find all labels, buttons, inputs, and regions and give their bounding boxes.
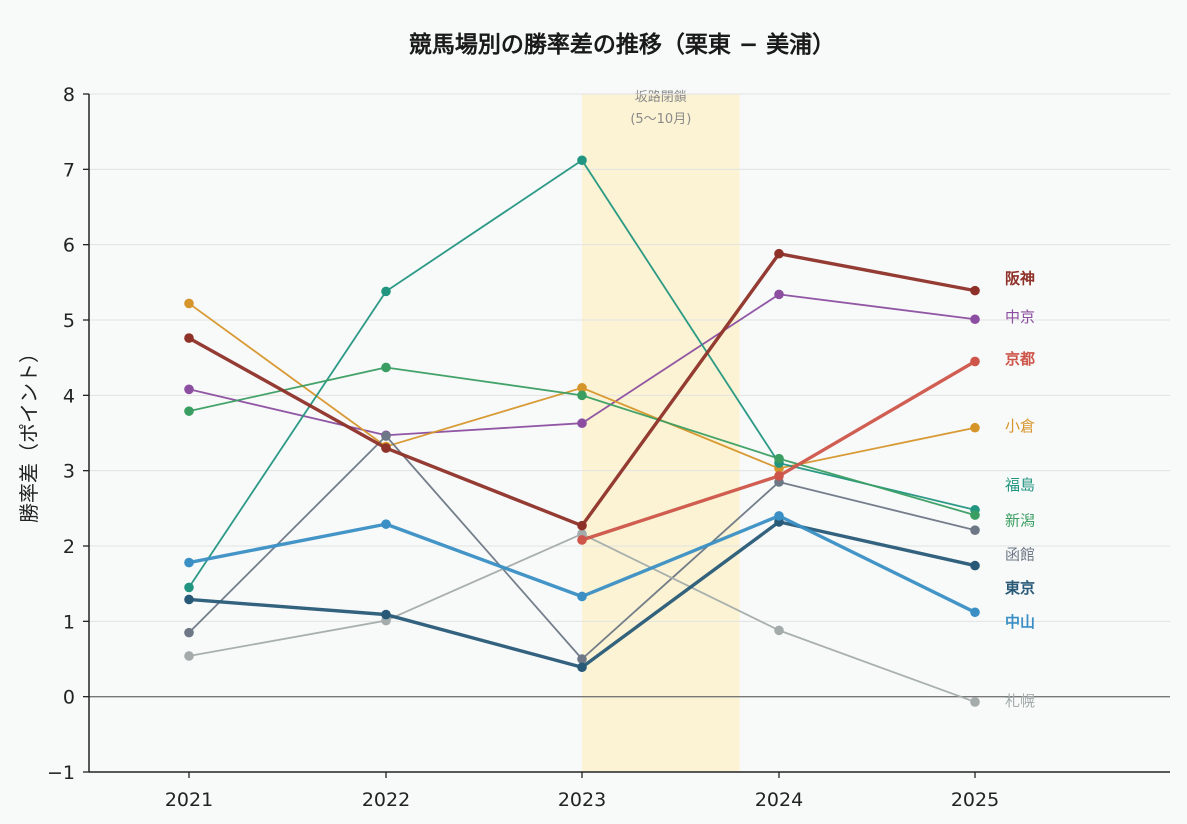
x-tick-label: 2021 (165, 789, 213, 811)
series-新潟-point (184, 406, 194, 416)
series-京都-point (970, 356, 980, 367)
y-tick-label: 4 (63, 385, 75, 407)
series-函館-point (381, 431, 391, 441)
series-end-label: 京都 (1005, 350, 1035, 368)
series-小倉-point (184, 298, 194, 309)
series-函館-point (184, 627, 194, 638)
series-阪神-point (970, 285, 980, 296)
series-中山-point (381, 519, 391, 529)
series-京都-point (774, 471, 784, 481)
y-tick-label: 2 (63, 536, 75, 558)
series-札幌-point (184, 651, 194, 661)
series-中山-point (184, 557, 194, 568)
grid-layer (89, 93, 1170, 773)
x-tick-label: 2024 (755, 789, 803, 811)
series-end-label: 中山 (1005, 613, 1035, 631)
series-中京-point (774, 289, 784, 300)
y-axis-title: 勝率差（ポイント） (17, 343, 41, 523)
series-新潟-point (774, 453, 784, 464)
series-end-label: 新潟 (1005, 511, 1035, 529)
series-end-label: 福島 (1005, 476, 1035, 494)
series-阪神-point (184, 333, 194, 343)
band-label-line2: (5〜10月) (630, 112, 691, 127)
series-福島-point (381, 286, 391, 297)
series-阪神-point (577, 520, 587, 531)
y-tick-label: 5 (63, 310, 75, 332)
highlight-band (582, 94, 740, 772)
y-tick-label: 0 (63, 687, 75, 709)
band-label-line1: 坂路閉鎖 (635, 89, 687, 105)
series-layer (184, 155, 980, 707)
x-tick-label: 2022 (362, 789, 410, 811)
series-end-label: 阪神 (1005, 270, 1035, 288)
series-東京-point (577, 662, 587, 673)
x-tick-label: 2023 (558, 789, 606, 811)
y-tick-label: 7 (63, 159, 75, 181)
highlight-band-layer: 坂路閉鎖 (5〜10月) (582, 89, 740, 772)
series-函館-point (970, 525, 980, 535)
series-中山-point (970, 607, 980, 618)
series-中山-point (774, 511, 784, 521)
chart-title: 競馬場別の勝率差の推移（栗東 − 美浦） (409, 31, 835, 58)
series-end-label: 函館 (1005, 545, 1035, 563)
series-東京-point (970, 560, 980, 571)
series-end-label: 中京 (1005, 308, 1035, 326)
y-tick-label: 3 (63, 461, 75, 483)
series-札幌-point (970, 697, 980, 707)
series-新潟-point (970, 510, 980, 520)
series-函館-point (577, 654, 587, 664)
series-end-label: 東京 (1005, 579, 1035, 597)
y-tick-label: 6 (63, 235, 75, 257)
series-阪神-point (381, 443, 391, 453)
series-阪神-point (774, 248, 784, 259)
series-中京-point (184, 384, 194, 395)
series-新潟-point (577, 390, 587, 401)
y-tick-label: 8 (63, 84, 75, 106)
y-tick-label: 1 (63, 611, 75, 633)
series-end-label: 小倉 (1005, 417, 1035, 435)
x-tick-label: 2025 (951, 789, 999, 811)
series-東京-point (184, 594, 194, 605)
series-中京-point (970, 314, 980, 325)
series-東京-point (381, 609, 391, 620)
series-中山-point (577, 591, 587, 602)
series-福島-point (184, 582, 194, 593)
y-tick-label: −1 (47, 762, 75, 784)
series-end-label: 札幌 (1005, 692, 1035, 710)
series-小倉-point (970, 422, 980, 433)
series-福島-point (577, 155, 587, 166)
series-京都-point (577, 535, 587, 545)
axis-layer: −1 0 1 2 3 4 5 6 7 8 2021 2022 2023 2024 2025 (47, 84, 1170, 811)
series-新潟-point (381, 362, 391, 373)
series-中京-point (577, 418, 587, 429)
series-札幌-point (774, 625, 784, 636)
series-小倉-point (577, 383, 587, 393)
